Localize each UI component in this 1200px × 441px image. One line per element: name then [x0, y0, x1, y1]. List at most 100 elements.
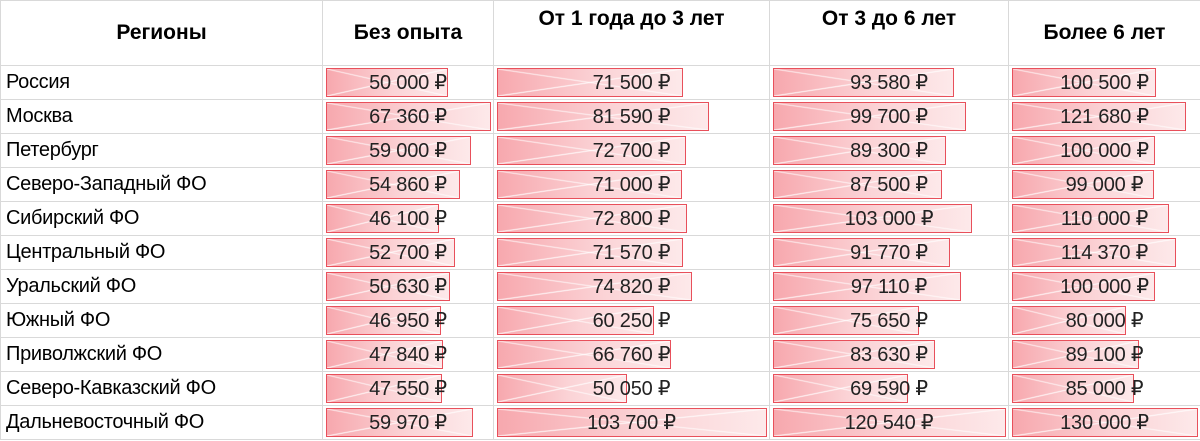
salary-cell: 67 360 ₽	[322, 99, 494, 134]
region-cell: Дальневосточный ФО	[0, 405, 323, 440]
salary-value: 97 110 ₽	[850, 276, 928, 298]
table-row: Дальневосточный ФО 59 970 ₽ 103 700 ₽ 120 5…	[0, 405, 1200, 440]
data-bar	[773, 272, 961, 301]
region-cell: Сибирский ФО	[0, 201, 323, 236]
salary-value: 89 100 ₽	[1065, 344, 1144, 366]
salary-cell: 74 820 ₽	[493, 269, 770, 304]
data-bar	[497, 238, 683, 267]
salary-cell: 71 500 ₽	[493, 65, 770, 100]
data-bar	[1012, 272, 1155, 301]
salary-cell: 66 760 ₽	[493, 337, 770, 372]
salary-cell: 72 700 ₽	[493, 133, 770, 168]
data-bar	[326, 340, 443, 369]
salary-value: 99 700 ₽	[850, 106, 928, 128]
region-cell: Северо-Кавказский ФО	[0, 371, 323, 406]
salary-cell: 60 250 ₽	[493, 303, 770, 338]
salary-value: 71 000 ₽	[592, 174, 671, 196]
salary-cell: 50 630 ₽	[322, 269, 494, 304]
data-bar	[773, 408, 1006, 437]
salary-value: 80 000 ₽	[1065, 310, 1144, 332]
header-no-experience: Без опыта	[322, 0, 494, 66]
salary-value: 100 000 ₽	[1060, 276, 1149, 298]
salary-cell: 99 700 ₽	[769, 99, 1009, 134]
data-bar	[326, 374, 442, 403]
salary-value: 103 700 ₽	[587, 412, 676, 434]
data-bar	[497, 272, 692, 301]
salary-cell: 81 590 ₽	[493, 99, 770, 134]
region-cell: Приволжский ФО	[0, 337, 323, 372]
data-bar	[326, 170, 460, 199]
data-bar	[1012, 68, 1156, 97]
salary-value: 83 630 ₽	[850, 344, 928, 366]
table-row: Сибирский ФО 46 100 ₽ 72 800 ₽ 103 000 ₽ 110…	[0, 201, 1200, 236]
data-bar	[1012, 306, 1126, 335]
salary-value: 91 770 ₽	[850, 242, 928, 264]
data-bar	[326, 136, 471, 165]
salary-cell: 87 500 ₽	[769, 167, 1009, 202]
header-row: Регионы Без опыта От 1 года до 3 лет От …	[0, 0, 1200, 66]
salary-value: 85 000 ₽	[1065, 378, 1144, 400]
data-bar	[497, 136, 686, 165]
salary-value: 120 540 ₽	[844, 412, 934, 434]
salary-cell: 47 840 ₽	[322, 337, 494, 372]
salary-value: 75 650 ₽	[850, 310, 928, 332]
salary-value: 52 700 ₽	[369, 242, 447, 264]
table-row: Россия 50 000 ₽ 71 500 ₽ 93 580 ₽ 100 500 ₽	[0, 65, 1200, 100]
salary-cell: 97 110 ₽	[769, 269, 1009, 304]
salary-value: 71 570 ₽	[592, 242, 671, 264]
region-cell: Южный ФО	[0, 303, 323, 338]
header-regions: Регионы	[0, 0, 323, 66]
salary-value: 54 860 ₽	[369, 174, 447, 196]
data-bar	[773, 102, 966, 131]
salary-cell: 103 700 ₽	[493, 405, 770, 440]
salary-cell: 121 680 ₽	[1008, 99, 1200, 134]
salary-value: 66 760 ₽	[592, 344, 671, 366]
data-bar	[497, 204, 687, 233]
data-bar	[773, 238, 950, 267]
salary-cell: 69 590 ₽	[769, 371, 1009, 406]
salary-value: 50 000 ₽	[369, 72, 447, 94]
salary-value: 130 000 ₽	[1060, 412, 1149, 434]
data-bar	[326, 204, 439, 233]
salary-value: 93 580 ₽	[850, 72, 928, 94]
data-bar	[773, 68, 954, 97]
table-body: Россия 50 000 ₽ 71 500 ₽ 93 580 ₽ 100 500 ₽ М…	[0, 65, 1200, 440]
salary-value: 60 250 ₽	[592, 310, 671, 332]
data-bar	[326, 102, 491, 131]
data-bar	[773, 374, 908, 403]
data-bar	[497, 68, 683, 97]
region-cell: Петербург	[0, 133, 323, 168]
data-bar	[773, 136, 946, 165]
salary-cell: 85 000 ₽	[1008, 371, 1200, 406]
table-row: Приволжский ФО 47 840 ₽ 66 760 ₽ 83 630 ₽ 89…	[0, 337, 1200, 372]
table-row: Северо-Кавказский ФО 47 550 ₽ 50 050 ₽ 69 5…	[0, 371, 1200, 406]
salary-cell: 120 540 ₽	[769, 405, 1009, 440]
salary-value: 121 680 ₽	[1060, 106, 1149, 128]
salary-value: 59 970 ₽	[369, 412, 447, 434]
table-row: Уральский ФО 50 630 ₽ 74 820 ₽ 97 110 ₽ 100 …	[0, 269, 1200, 304]
salary-cell: 110 000 ₽	[1008, 201, 1200, 236]
salary-cell: 89 300 ₽	[769, 133, 1009, 168]
salary-cell: 54 860 ₽	[322, 167, 494, 202]
table-row: Москва 67 360 ₽ 81 590 ₽ 99 700 ₽ 121 680 ₽	[0, 99, 1200, 134]
data-bar	[497, 102, 709, 131]
salary-value: 87 500 ₽	[850, 174, 928, 196]
salary-value: 47 840 ₽	[369, 344, 447, 366]
data-bar	[326, 238, 455, 267]
region-cell: Москва	[0, 99, 323, 134]
data-bar	[326, 68, 448, 97]
data-bar	[497, 408, 767, 437]
table-row: Северо-Западный ФО 54 860 ₽ 71 000 ₽ 87 500…	[0, 167, 1200, 202]
data-bar	[773, 306, 919, 335]
data-bar	[1012, 170, 1154, 199]
salary-value: 50 050 ₽	[592, 378, 671, 400]
data-bar	[773, 170, 942, 199]
data-bar	[1012, 238, 1176, 267]
salary-cell: 52 700 ₽	[322, 235, 494, 270]
data-bar	[773, 340, 935, 369]
data-bar	[773, 204, 972, 233]
data-bar	[1012, 340, 1139, 369]
salary-cell: 75 650 ₽	[769, 303, 1009, 338]
salary-value: 89 300 ₽	[850, 140, 928, 162]
